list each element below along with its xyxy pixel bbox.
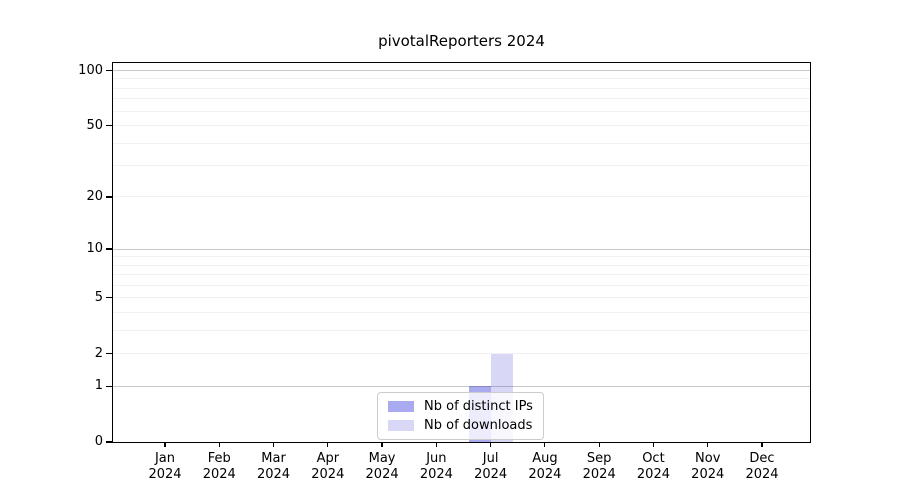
x-tick-label-jun: Jun 2024 (419, 451, 453, 482)
legend: Nb of distinct IPs Nb of downloads (377, 392, 544, 440)
x-tick-label-jul: Jul 2024 (474, 451, 508, 482)
major-gridline (113, 248, 810, 250)
legend-label-distinct-ips: Nb of distinct IPs (424, 399, 533, 414)
minor-gridline (113, 353, 810, 355)
minor-gridline (113, 329, 810, 331)
y-tick-mark (106, 441, 112, 443)
x-tick-label-may: May 2024 (365, 451, 399, 482)
x-tick-label-feb: Feb 2024 (202, 451, 236, 482)
minor-gridline (113, 78, 810, 80)
y-tick-mark (106, 69, 112, 72)
minor-gridline (113, 196, 810, 198)
x-tick-mark (272, 442, 275, 447)
major-gridline (113, 385, 810, 387)
y-tick-mark (106, 124, 112, 127)
x-tick-mark (435, 442, 437, 447)
x-tick-label-dec: Dec 2024 (745, 451, 779, 482)
x-tick-mark (490, 442, 492, 447)
legend-label-downloads: Nb of downloads (424, 418, 533, 433)
minor-gridline (113, 165, 810, 167)
x-tick-mark (652, 442, 655, 447)
minor-gridline (113, 125, 810, 127)
x-tick-label-mar: Mar 2024 (256, 451, 291, 482)
y-tick-mark (106, 352, 112, 355)
x-tick-mark (598, 442, 600, 447)
legend-swatch-distinct-ips (388, 401, 414, 412)
y-tick-mark (106, 196, 112, 198)
chart-title: pivotalReporters 2024 (378, 32, 545, 50)
minor-gridline (113, 110, 810, 112)
x-tick-label-jan: Jan 2024 (148, 451, 182, 482)
y-tick-label: 50 (86, 117, 103, 133)
minor-gridline (113, 98, 810, 100)
x-tick-label-apr: Apr 2024 (311, 451, 345, 482)
minor-gridline (113, 87, 810, 89)
minor-gridline (113, 297, 810, 299)
y-tick-label: 10 (86, 241, 103, 257)
y-tick-mark (106, 385, 112, 387)
x-tick-mark (761, 442, 763, 447)
x-tick-label-oct: Oct 2024 (636, 451, 670, 482)
y-tick-label: 0 (94, 434, 103, 449)
x-tick-mark (218, 442, 220, 447)
y-tick-mark (106, 248, 112, 250)
legend-item-distinct-ips: Nb of distinct IPs (388, 399, 533, 414)
x-tick-mark (327, 442, 329, 447)
x-tick-mark (544, 442, 546, 447)
x-tick-mark (381, 442, 383, 447)
minor-gridline (113, 311, 810, 313)
x-tick-label-aug: Aug 2024 (528, 451, 562, 482)
x-tick-label-sep: Sep 2024 (582, 451, 616, 482)
minor-gridline (113, 264, 810, 266)
x-tick-mark (707, 442, 709, 447)
major-gridline (113, 70, 810, 72)
legend-swatch-downloads (388, 420, 414, 431)
minor-gridline (113, 142, 810, 144)
x-tick-label-nov: Nov 2024 (691, 451, 725, 482)
minor-gridline (113, 284, 810, 286)
x-tick-mark (164, 442, 166, 447)
plot-area: Nb of distinct IPs Nb of downloads 0 1 2 5 1… (78, 62, 811, 482)
y-tick-label: 100 (78, 62, 103, 78)
y-tick-label: 2 (94, 345, 103, 361)
minor-gridline (113, 256, 810, 258)
y-tick-label: 5 (94, 289, 103, 305)
y-tick-label: 20 (86, 188, 103, 204)
minor-gridline (113, 274, 810, 276)
legend-item-downloads: Nb of downloads (388, 418, 533, 433)
y-tick-mark (106, 297, 112, 299)
y-tick-label: 1 (94, 378, 103, 394)
